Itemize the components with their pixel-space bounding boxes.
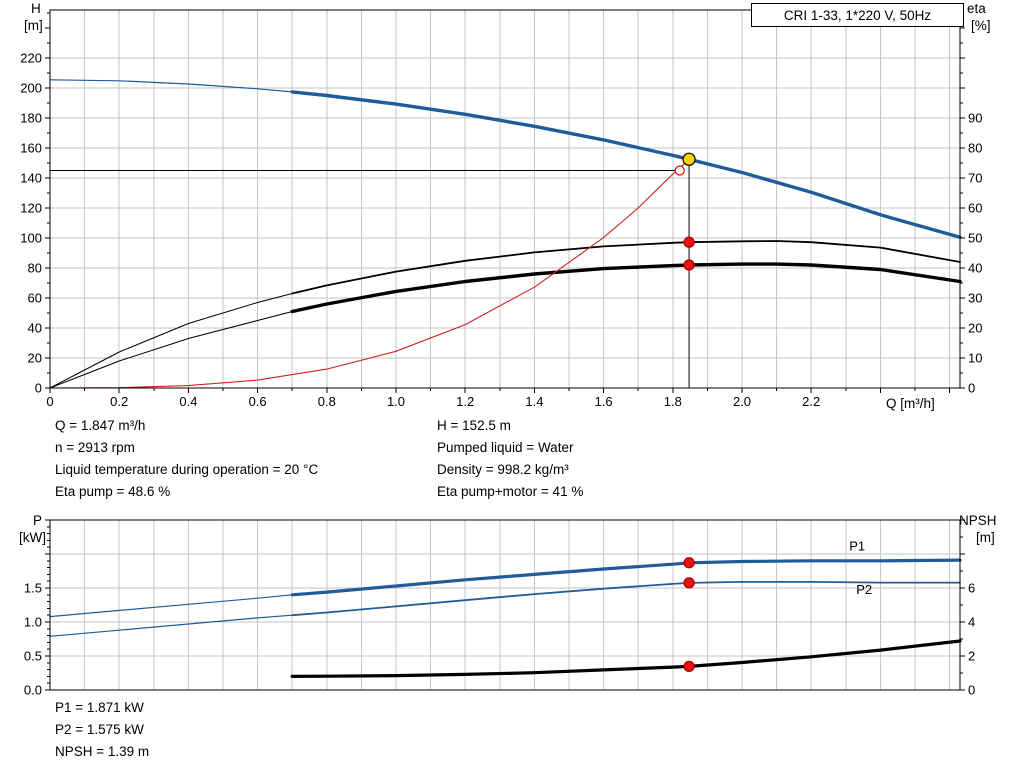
p2-label: P2 (856, 582, 872, 597)
npsh-curve (290, 639, 962, 678)
tick-label: 220 (20, 51, 42, 66)
tick-label: 1.6 (595, 394, 613, 409)
tick-label: 40 (28, 321, 42, 336)
tick-label: 1.5 (24, 581, 42, 596)
plot-frame (49, 9, 961, 389)
duty-annotations-right: H = 152.5 m Pumped liquid = Water Densit… (437, 415, 583, 503)
hq-eta-chart: 0 20 40 60 80 100 120 140 160 180 200 220 0 10 20 30 40 5… (20, 9, 982, 409)
p2-curve (291, 581, 961, 617)
annotation-p2: P2 = 1.575 kW (55, 722, 144, 737)
tick-label: 60 (28, 291, 42, 306)
tick-label: 180 (20, 111, 42, 126)
eta-pump-curve-thin (49, 293, 293, 389)
annotation-density: Density = 998.2 kg/m³ (437, 462, 569, 477)
requested-duty-point (674, 165, 685, 176)
power-annotations: P1 = 1.871 kW P2 = 1.575 kW NPSH = 1.39 … (55, 697, 149, 763)
tick-label: 0 (35, 381, 42, 396)
y-left-axis-title: H (31, 1, 41, 16)
annotation-liquid: Pumped liquid = Water (437, 440, 574, 455)
tick-label: 0.8 (318, 394, 336, 409)
tick-label: 2.2 (802, 394, 820, 409)
eta-pump-duty-dot (683, 236, 695, 248)
annotation-npsh: NPSH = 1.39 m (55, 744, 150, 759)
tick-label: 40 (968, 261, 982, 276)
npsh-axis-unit: [m] (976, 530, 995, 545)
tick-label: 1.4 (525, 394, 543, 409)
tick-label: 60 (968, 201, 982, 216)
eta-pump-motor-duty-dot (683, 259, 695, 271)
tick-label: 2.0 (733, 394, 751, 409)
npsh-duty-dot (683, 660, 695, 673)
tick-label: 140 (20, 171, 42, 186)
tick-label: 70 (968, 171, 982, 186)
tick-label: 0.5 (24, 649, 42, 664)
head-curve (290, 90, 962, 240)
npsh-axis-title: NPSH (959, 513, 997, 528)
tick-label: 80 (968, 141, 982, 156)
y-right-axis-title: eta (967, 1, 986, 16)
tick-label: 4 (968, 615, 975, 630)
tick-label: 2 (968, 649, 975, 664)
power-npsh-chart: 0.0 0.5 1.0 1.5 0 2 4 6 P1 P2 (24, 519, 975, 698)
p2-duty-dot (683, 577, 695, 589)
eta-pump-motor-curve (290, 262, 962, 314)
tick-label: 20 (28, 351, 42, 366)
annotation-eta-pump-motor: Eta pump+motor = 41 % (437, 484, 584, 499)
eta-pump-curve (291, 240, 961, 295)
tick-label: 120 (20, 201, 42, 216)
tick-label: 0.0 (24, 683, 42, 698)
system-curve-curve-thin (49, 158, 690, 389)
tick-label: 1.0 (387, 394, 405, 409)
actual-duty-point (682, 152, 696, 166)
tick-label: 1.2 (456, 394, 474, 409)
tick-label: 80 (28, 261, 42, 276)
annotation-flow: Q = 1.847 m³/h (55, 418, 146, 433)
p2-curve-thin (49, 614, 293, 637)
annotation-eta-pump: Eta pump = 48.6 % (55, 484, 171, 499)
tick-label: 10 (968, 351, 982, 366)
x-axis-title: Q [m³/h] (886, 396, 935, 411)
tick-label: 50 (968, 231, 982, 246)
tick-label: 1.8 (664, 394, 682, 409)
p1-label: P1 (849, 539, 865, 554)
tick-label: 30 (968, 291, 982, 306)
tick-label: 200 (20, 81, 42, 96)
head-curve-thin (49, 79, 293, 93)
annotation-temperature: Liquid temperature during operation = 20… (55, 462, 319, 477)
y-right-axis-unit: [%] (971, 18, 991, 33)
annotation-speed: n = 2913 rpm (55, 440, 135, 455)
annotation-p1: P1 = 1.871 kW (55, 700, 144, 715)
annotation-head: H = 152.5 m (437, 418, 511, 433)
tick-label: 0.6 (249, 394, 267, 409)
tick-label: 0 (968, 381, 975, 396)
tick-label: 90 (968, 111, 982, 126)
tick-label: 0 (46, 394, 53, 409)
power-axis-unit: [kW] (19, 530, 46, 545)
y-left-axis-unit: [m] (24, 18, 43, 33)
tick-label: 100 (20, 231, 42, 246)
tick-label: 6 (968, 581, 975, 596)
tick-label: 0 (968, 683, 975, 698)
pump-model-title: CRI 1-33, 1*220 V, 50Hz (751, 3, 964, 27)
tick-label: 0.2 (110, 394, 128, 409)
tick-label: 160 (20, 141, 42, 156)
power-axis-title: P (33, 513, 43, 528)
p1-curve-thin (49, 594, 293, 618)
tick-label: 0.4 (179, 394, 197, 409)
duty-annotations-left: Q = 1.847 m³/h n = 2913 rpm Liquid tempe… (55, 415, 318, 503)
tick-label: 1.0 (24, 615, 42, 630)
eta-pump-motor-curve-thin (49, 311, 293, 389)
p1-curve (290, 558, 962, 597)
tick-label: 20 (968, 321, 982, 336)
p1-duty-dot (683, 557, 695, 569)
